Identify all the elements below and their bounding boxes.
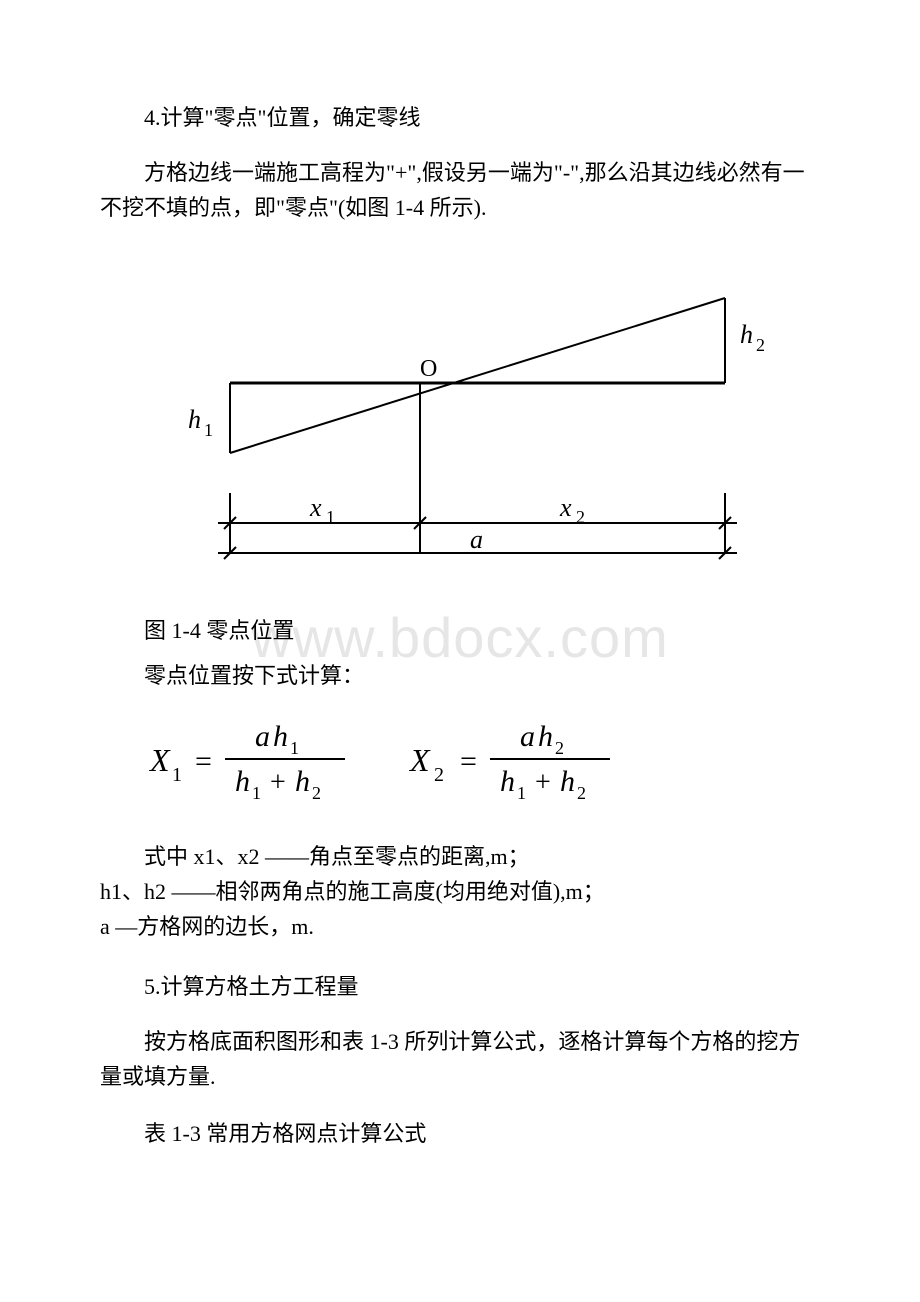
- f1-den-l: h: [235, 765, 250, 798]
- f1-X: X: [148, 742, 171, 778]
- f2-den-l: h: [500, 765, 515, 798]
- formula-svg: X 1 = a h 1 h 1 + h 2 X 2 = a: [140, 711, 760, 811]
- f1-den-rsub: 2: [312, 783, 321, 803]
- section4-paragraph: 方格边线一端施工高程为"+",假设另一端为"-",那么沿其边线必然有一不挖不填的…: [100, 155, 820, 225]
- f1-den-lsub: 1: [252, 783, 261, 803]
- formula-block: X 1 = a h 1 h 1 + h 2 X 2 = a: [140, 711, 820, 811]
- f2-Xsub: 2: [434, 764, 444, 786]
- f1-num-h: h: [273, 720, 288, 753]
- f2-den-r: h: [560, 765, 575, 798]
- figure-1-4-diagram: O h 1 h 2: [170, 248, 820, 583]
- label-h1: h: [188, 405, 201, 434]
- f1-num-hsub: 1: [290, 738, 299, 758]
- def-line-1: 式中 x1、x2 ——角点至零点的距离,m；: [100, 839, 820, 874]
- f2-X: X: [408, 742, 431, 778]
- label-x1-sub: 1: [326, 507, 335, 527]
- f1-num-a: a: [255, 720, 270, 753]
- label-x1: x: [309, 493, 322, 522]
- label-a: a: [470, 525, 483, 554]
- definitions-block: 式中 x1、x2 ——角点至零点的距离,m； h1、h2 ——相邻两角点的施工高…: [100, 839, 820, 945]
- f2-den-plus: +: [535, 767, 551, 798]
- f1-eq: =: [195, 745, 212, 778]
- figure-1-4-caption: 图 1-4 零点位置: [100, 613, 820, 648]
- label-h1-sub: 1: [204, 420, 213, 440]
- f2-den-lsub: 1: [517, 783, 526, 803]
- table-1-3-caption: 表 1-3 常用方格网点计算公式: [100, 1116, 820, 1151]
- f1-den-plus: +: [270, 767, 286, 798]
- def-line-2: h1、h2 ——相邻两角点的施工高度(均用绝对值),m；: [100, 874, 820, 909]
- label-h2: h: [740, 320, 753, 349]
- f2-num-hsub: 2: [555, 738, 564, 758]
- section5-heading: 5.计算方格土方工程量: [100, 969, 820, 1004]
- section5-paragraph: 按方格底面积图形和表 1-3 所列计算公式，逐格计算每个方格的挖方量或填方量.: [100, 1024, 820, 1094]
- f1-den-r: h: [295, 765, 310, 798]
- f1-Xsub: 1: [172, 764, 182, 786]
- f2-eq: =: [460, 745, 477, 778]
- f2-num-h: h: [538, 720, 553, 753]
- label-h2-sub: 2: [756, 335, 765, 355]
- label-O: O: [420, 356, 437, 382]
- label-x2: x: [559, 493, 572, 522]
- def-line-3: a —方格网的边长，m.: [100, 909, 820, 944]
- f2-num-a: a: [520, 720, 535, 753]
- label-x2-sub: 2: [576, 507, 585, 527]
- f2-den-rsub: 2: [577, 783, 586, 803]
- zero-point-svg: O h 1 h 2: [170, 248, 770, 578]
- section4-heading: 4.计算"零点"位置，确定零线: [100, 100, 820, 135]
- formula-intro: 零点位置按下式计算：: [100, 658, 820, 693]
